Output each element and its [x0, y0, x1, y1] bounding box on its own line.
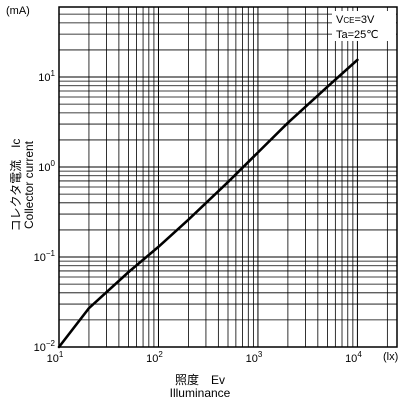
- annotation-text: Ta=25℃: [336, 29, 379, 41]
- annotation-text: VCE=3V: [336, 14, 375, 26]
- annotation-layer: VCE=3V Ta=25℃: [332, 11, 396, 41]
- y-tick-label: 10−2: [34, 339, 56, 354]
- x-tick-label: 103: [246, 350, 263, 365]
- x-unit-label: (lx): [383, 351, 398, 363]
- y-unit-label: (mA): [6, 5, 30, 17]
- plot-frame: [58, 6, 398, 348]
- x-tick-label: 101: [47, 350, 64, 365]
- series-line: [57, 58, 359, 349]
- y-tick-label: 10−1: [34, 249, 56, 264]
- y-tick-label: 101: [38, 69, 55, 84]
- grid-layer: [58, 6, 397, 348]
- annotation-background: [332, 11, 396, 41]
- tick-label-layer: 101 102 103 104 10−2 10−1 100 101: [34, 69, 363, 365]
- y-tick-label: 100: [38, 159, 55, 174]
- x-tick-label: 104: [345, 350, 362, 365]
- x-axis-label-en: Illuminance: [170, 386, 231, 400]
- curve-layer: [57, 58, 359, 349]
- y-axis-label: コレクタ電流 Ic: [9, 139, 23, 232]
- y-axis-label-en: Collector current: [22, 140, 36, 229]
- x-axis-label: 照度 Ev: [175, 372, 225, 387]
- x-tick-label: 102: [146, 350, 163, 365]
